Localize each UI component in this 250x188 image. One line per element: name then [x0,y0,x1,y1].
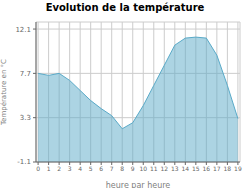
svg-text:4: 4 [78,165,82,172]
svg-text:19: 19 [234,165,242,172]
svg-text:6: 6 [99,165,103,172]
svg-text:3.3: 3.3 [20,114,31,122]
html-text:Evolution de la température: Evolution de la température [45,2,205,13]
svg-text:15: 15 [192,165,200,172]
svg-text:12.1: 12.1 [15,26,31,34]
svg-text:2: 2 [57,165,61,172]
svg-text:17: 17 [213,165,221,172]
svg-text:16: 16 [203,165,211,172]
svg-text:5: 5 [89,165,93,172]
svg-text:3: 3 [68,165,72,172]
svg-text:14: 14 [181,165,189,172]
svg-text:-1.1: -1.1 [17,158,31,166]
svg-text:7: 7 [110,165,114,172]
svg-text:11: 11 [150,165,158,172]
svg-text:9: 9 [131,165,135,172]
svg-text:0: 0 [36,165,40,172]
svg-text:heure par heure: heure par heure [106,181,171,188]
svg-text:12: 12 [160,165,168,172]
svg-text:10: 10 [139,165,147,172]
svg-text:Température en °C: Température en °C [8,59,9,126]
svg-text:1: 1 [47,165,51,172]
svg-text:7.7: 7.7 [20,70,31,78]
svg-text:13: 13 [171,165,179,172]
svg-text:18: 18 [224,165,232,172]
svg-text:8: 8 [120,165,124,172]
